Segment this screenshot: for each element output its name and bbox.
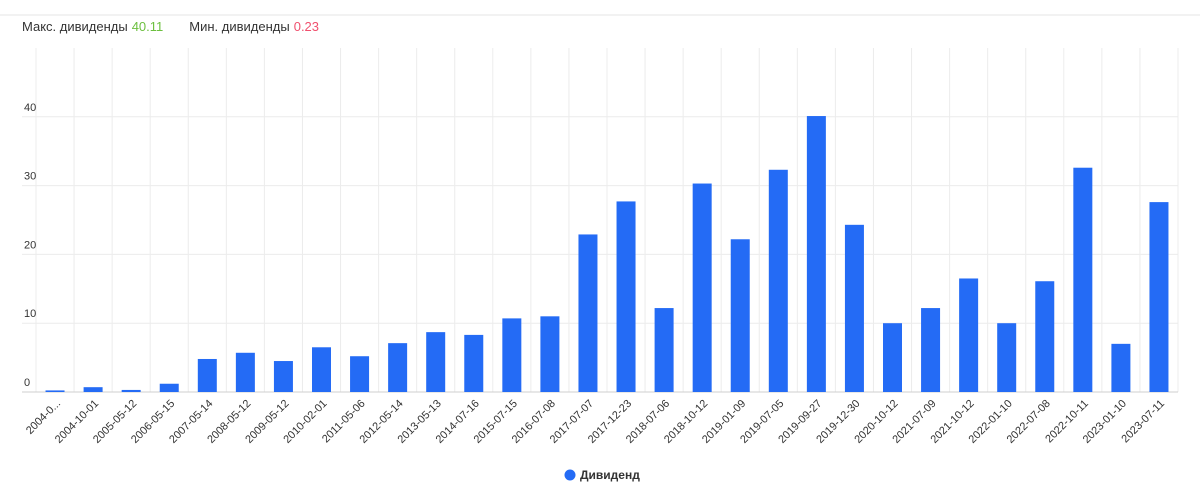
bar xyxy=(197,358,217,392)
bar xyxy=(388,343,408,392)
bar xyxy=(502,318,522,392)
bar xyxy=(83,387,103,392)
bar xyxy=(273,361,293,392)
bar xyxy=(464,334,484,392)
bar xyxy=(692,183,712,392)
bar xyxy=(997,323,1017,392)
bar xyxy=(350,356,370,392)
y-tick-label: 0 xyxy=(24,377,30,389)
x-tick-label: 2004-0... xyxy=(24,398,63,437)
bar xyxy=(540,316,560,392)
max-label: Макс. дивиденды xyxy=(22,19,128,34)
y-tick-label: 20 xyxy=(24,239,36,251)
bar xyxy=(578,234,598,392)
y-tick-label: 40 xyxy=(24,102,36,114)
bar xyxy=(121,389,141,392)
bar xyxy=(235,352,255,392)
bar xyxy=(959,278,979,392)
max-value: 40.11 xyxy=(131,19,164,34)
bar xyxy=(921,308,941,392)
legend-label: Дивиденд xyxy=(580,468,640,482)
legend-marker xyxy=(564,469,576,481)
min-label: Мин. дивиденды xyxy=(189,19,290,34)
bar xyxy=(768,169,788,392)
bar xyxy=(844,224,864,392)
min-value: 0.23 xyxy=(293,19,320,34)
bar xyxy=(806,116,826,392)
bar xyxy=(426,332,446,392)
y-tick-label: 30 xyxy=(24,171,36,183)
bar xyxy=(616,201,636,392)
bar xyxy=(654,308,674,392)
bar xyxy=(312,347,331,392)
bar xyxy=(1149,202,1169,392)
bar xyxy=(1073,167,1093,392)
y-tick-label: 10 xyxy=(24,308,36,320)
bar xyxy=(159,383,179,392)
bar xyxy=(1035,281,1055,392)
bar xyxy=(883,323,902,392)
bar xyxy=(730,239,750,392)
bar xyxy=(1111,343,1131,392)
bar xyxy=(45,390,65,392)
summary: Макс. дивиденды 40.11 Мин. дивиденды 0.23 xyxy=(22,19,323,34)
